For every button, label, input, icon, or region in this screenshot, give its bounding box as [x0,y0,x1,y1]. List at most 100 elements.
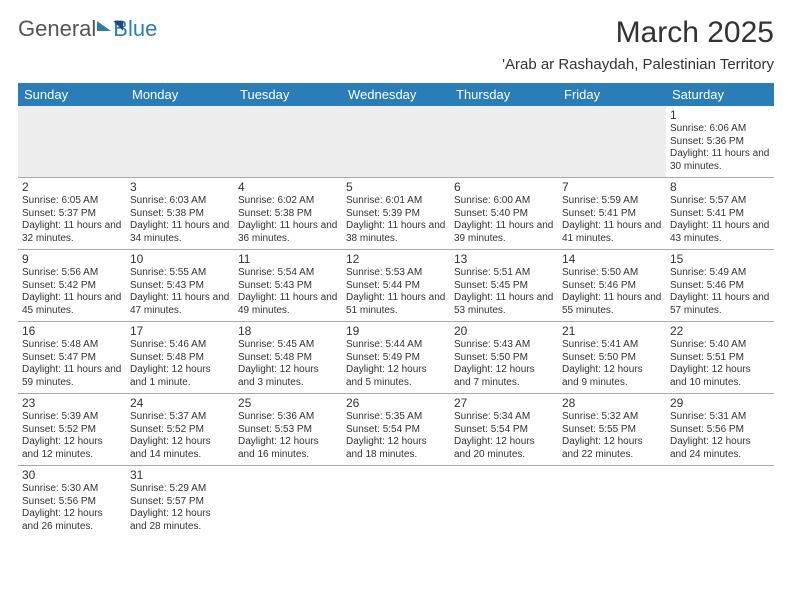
day-number: 21 [562,324,662,339]
sunset-text: Sunset: 5:54 PM [454,424,554,437]
calendar-row: 23Sunrise: 5:39 AMSunset: 5:52 PMDayligh… [18,394,774,466]
day-number: 25 [238,396,338,411]
calendar-table: Sunday Monday Tuesday Wednesday Thursday… [18,83,774,537]
daylight-text: Daylight: 11 hours and 53 minutes. [454,292,554,317]
daylight-text: Daylight: 11 hours and 43 minutes. [670,220,770,245]
sunset-text: Sunset: 5:41 PM [562,208,662,221]
daylight-text: Daylight: 12 hours and 18 minutes. [346,436,446,461]
sunset-text: Sunset: 5:40 PM [454,208,554,221]
daylight-text: Daylight: 11 hours and 32 minutes. [22,220,122,245]
day-number: 13 [454,252,554,267]
calendar-cell [450,106,558,178]
dayhead-fri: Friday [558,83,666,106]
dayhead-sat: Saturday [666,83,774,106]
daylight-text: Daylight: 11 hours and 45 minutes. [22,292,122,317]
day-number: 1 [670,108,770,123]
calendar-cell: 29Sunrise: 5:31 AMSunset: 5:56 PMDayligh… [666,394,774,466]
sunrise-text: Sunrise: 5:50 AM [562,267,662,280]
sunrise-text: Sunrise: 6:06 AM [670,123,770,136]
sunset-text: Sunset: 5:57 PM [130,496,230,509]
logo: General Blue [18,16,157,42]
calendar-cell: 27Sunrise: 5:34 AMSunset: 5:54 PMDayligh… [450,394,558,466]
daylight-text: Daylight: 12 hours and 7 minutes. [454,364,554,389]
sunrise-text: Sunrise: 5:43 AM [454,339,554,352]
sunrise-text: Sunrise: 5:57 AM [670,195,770,208]
calendar-cell: 10Sunrise: 5:55 AMSunset: 5:43 PMDayligh… [126,250,234,322]
dayhead-thu: Thursday [450,83,558,106]
sunrise-text: Sunrise: 5:46 AM [130,339,230,352]
dayhead-wed: Wednesday [342,83,450,106]
daylight-text: Daylight: 11 hours and 30 minutes. [670,148,770,173]
calendar-cell: 6Sunrise: 6:00 AMSunset: 5:40 PMDaylight… [450,178,558,250]
logo-text-general: General [18,16,96,42]
calendar-cell: 15Sunrise: 5:49 AMSunset: 5:46 PMDayligh… [666,250,774,322]
calendar-cell: 13Sunrise: 5:51 AMSunset: 5:45 PMDayligh… [450,250,558,322]
daylight-text: Daylight: 12 hours and 10 minutes. [670,364,770,389]
dayhead-sun: Sunday [18,83,126,106]
sunrise-text: Sunrise: 6:01 AM [346,195,446,208]
daylight-text: Daylight: 11 hours and 59 minutes. [22,364,122,389]
calendar-cell: 19Sunrise: 5:44 AMSunset: 5:49 PMDayligh… [342,322,450,394]
calendar-row: 16Sunrise: 5:48 AMSunset: 5:47 PMDayligh… [18,322,774,394]
daylight-text: Daylight: 11 hours and 34 minutes. [130,220,230,245]
daylight-text: Daylight: 12 hours and 22 minutes. [562,436,662,461]
sunset-text: Sunset: 5:42 PM [22,280,122,293]
sunrise-text: Sunrise: 6:05 AM [22,195,122,208]
daylight-text: Daylight: 11 hours and 49 minutes. [238,292,338,317]
daylight-text: Daylight: 12 hours and 1 minute. [130,364,230,389]
calendar-cell: 30Sunrise: 5:30 AMSunset: 5:56 PMDayligh… [18,466,126,538]
sunrise-text: Sunrise: 5:59 AM [562,195,662,208]
sunrise-text: Sunrise: 5:48 AM [22,339,122,352]
daylight-text: Daylight: 12 hours and 3 minutes. [238,364,338,389]
sunrise-text: Sunrise: 5:36 AM [238,411,338,424]
sunrise-text: Sunrise: 5:30 AM [22,483,122,496]
day-number: 27 [454,396,554,411]
day-number: 15 [670,252,770,267]
dayhead-tue: Tuesday [234,83,342,106]
daylight-text: Daylight: 11 hours and 38 minutes. [346,220,446,245]
day-number: 11 [238,252,338,267]
calendar-cell [234,106,342,178]
calendar-body: 1Sunrise: 6:06 AMSunset: 5:36 PMDaylight… [18,106,774,537]
calendar-cell [342,466,450,538]
sunset-text: Sunset: 5:36 PM [670,136,770,149]
calendar-cell: 5Sunrise: 6:01 AMSunset: 5:39 PMDaylight… [342,178,450,250]
calendar-cell [450,466,558,538]
sunrise-text: Sunrise: 5:35 AM [346,411,446,424]
calendar-cell: 12Sunrise: 5:53 AMSunset: 5:44 PMDayligh… [342,250,450,322]
calendar-row: 1Sunrise: 6:06 AMSunset: 5:36 PMDaylight… [18,106,774,178]
sunset-text: Sunset: 5:37 PM [22,208,122,221]
daylight-text: Daylight: 11 hours and 36 minutes. [238,220,338,245]
calendar-cell: 1Sunrise: 6:06 AMSunset: 5:36 PMDaylight… [666,106,774,178]
sunrise-text: Sunrise: 6:00 AM [454,195,554,208]
calendar-cell: 21Sunrise: 5:41 AMSunset: 5:50 PMDayligh… [558,322,666,394]
sunrise-text: Sunrise: 5:39 AM [22,411,122,424]
day-number: 24 [130,396,230,411]
calendar-cell: 31Sunrise: 5:29 AMSunset: 5:57 PMDayligh… [126,466,234,538]
sunrise-text: Sunrise: 5:44 AM [346,339,446,352]
day-number: 31 [130,468,230,483]
daylight-text: Daylight: 11 hours and 41 minutes. [562,220,662,245]
sunrise-text: Sunrise: 5:53 AM [346,267,446,280]
day-number: 26 [346,396,446,411]
sunset-text: Sunset: 5:48 PM [238,352,338,365]
sunset-text: Sunset: 5:45 PM [454,280,554,293]
calendar-cell [558,106,666,178]
day-number: 9 [22,252,122,267]
day-number: 30 [22,468,122,483]
daylight-text: Daylight: 12 hours and 16 minutes. [238,436,338,461]
sunrise-text: Sunrise: 5:49 AM [670,267,770,280]
sunset-text: Sunset: 5:54 PM [346,424,446,437]
day-number: 7 [562,180,662,195]
day-number: 16 [22,324,122,339]
day-number: 17 [130,324,230,339]
sunset-text: Sunset: 5:46 PM [562,280,662,293]
day-number: 23 [22,396,122,411]
calendar-row: 9Sunrise: 5:56 AMSunset: 5:42 PMDaylight… [18,250,774,322]
daylight-text: Daylight: 11 hours and 51 minutes. [346,292,446,317]
day-number: 14 [562,252,662,267]
day-number: 28 [562,396,662,411]
sunset-text: Sunset: 5:39 PM [346,208,446,221]
calendar-row: 2Sunrise: 6:05 AMSunset: 5:37 PMDaylight… [18,178,774,250]
sunrise-text: Sunrise: 5:51 AM [454,267,554,280]
